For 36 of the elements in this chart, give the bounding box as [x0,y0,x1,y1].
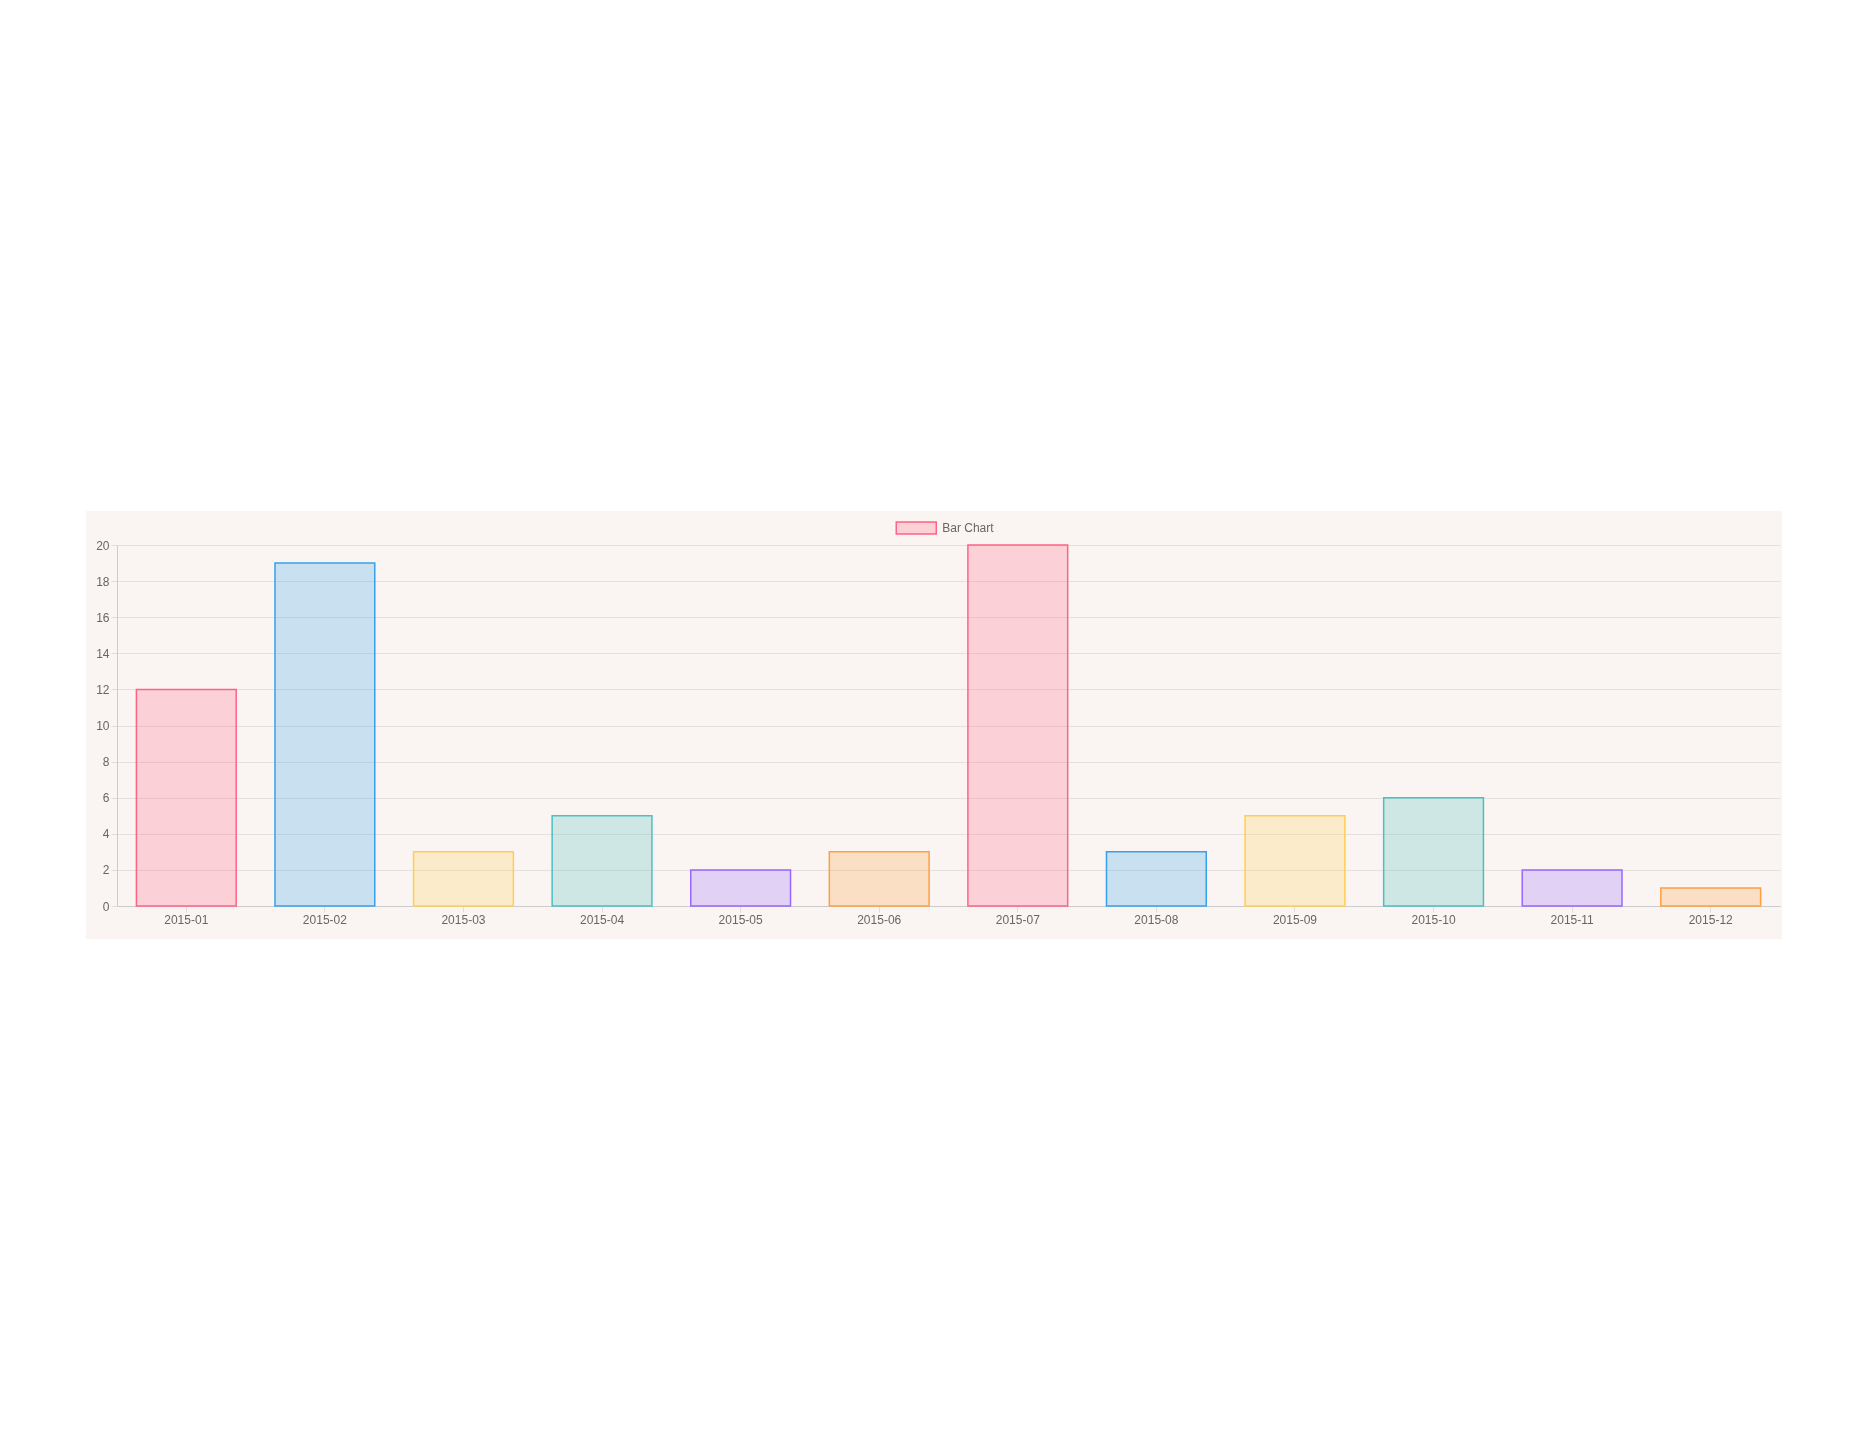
bar [412,851,515,907]
y-tick-label: 8 [102,755,110,770]
bar [551,815,653,907]
y-tick-label: 16 [96,610,110,625]
x-tick-label: 2015-07 [995,912,1041,927]
y-tick-label: 0 [102,899,110,914]
y-tick-label: 20 [96,538,110,553]
bar [135,688,237,907]
x-tick-label: 2015-12 [1688,912,1734,927]
bar [1660,887,1762,907]
bar [828,851,930,907]
y-tick-label: 2 [102,863,110,878]
bar [967,544,1069,907]
bar [274,562,376,907]
y-tick-label: 12 [96,682,110,697]
y-tick-label: 14 [96,646,110,661]
x-tick-label: 2015-10 [1411,912,1456,927]
y-tick-label: 6 [102,791,110,806]
x-tick-label: 2015-06 [857,912,902,927]
x-tick-label: 2015-11 [1550,912,1595,927]
bar [1244,815,1346,907]
bar [1521,869,1623,907]
x-tick-label: 2015-02 [302,912,348,927]
x-tick-label: 2015-04 [580,912,625,927]
bar [689,869,792,907]
legend-label: Bar Chart [942,521,995,535]
y-tick-label: 10 [96,719,110,733]
bar [1105,851,1208,907]
x-tick-label: 2015-09 [1272,912,1318,927]
bar [1382,796,1485,907]
x-tick-label: 2015-03 [441,912,486,927]
y-tick-label: 4 [102,827,110,842]
x-tick-label: 2015-05 [718,912,763,927]
y-tick-label: 18 [96,574,110,589]
x-tick-label: 2015-01 [164,912,209,927]
x-tick-label: 2015-08 [1134,912,1179,927]
